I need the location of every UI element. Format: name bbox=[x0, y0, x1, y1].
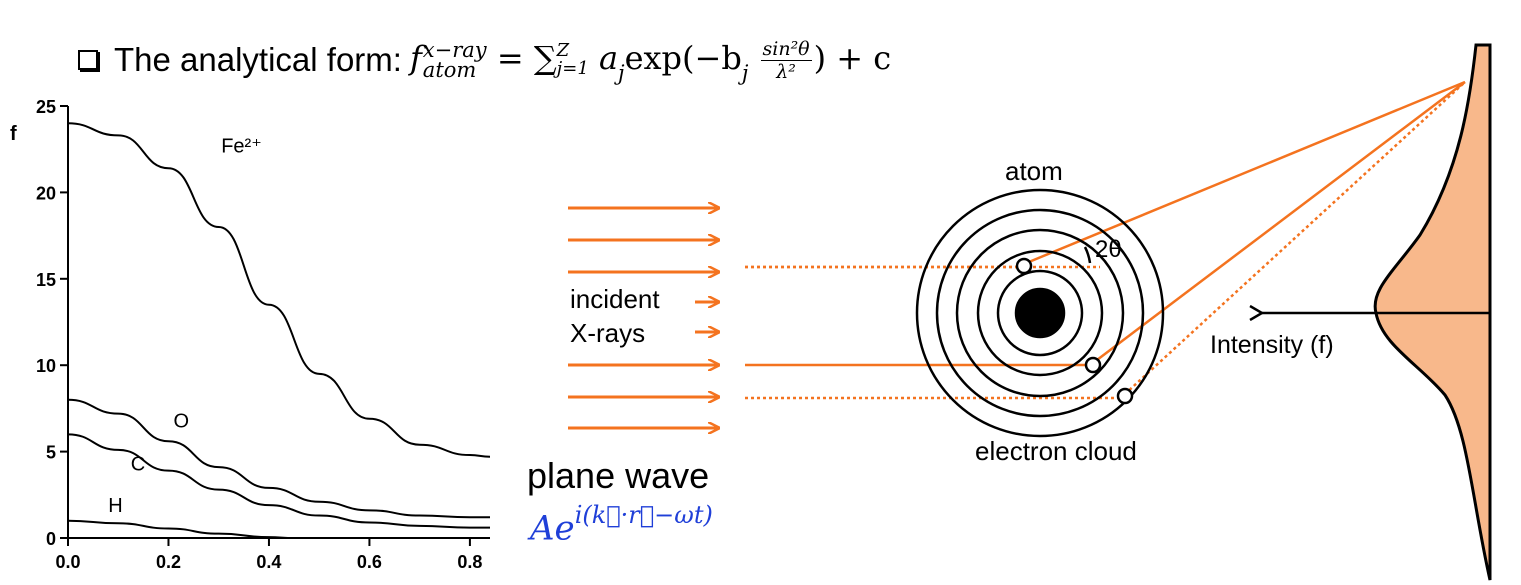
series-label-0: Fe²⁺ bbox=[221, 136, 262, 158]
x-tick-label: 0.0 bbox=[55, 552, 80, 572]
headline: The analytical form: f x−ray atom = ∑ j=1 Z … bbox=[78, 30, 891, 90]
incident-ray-arrows bbox=[568, 208, 718, 428]
y-tick-label: 15 bbox=[36, 270, 56, 290]
formula-a: a bbox=[598, 38, 619, 77]
chart-axes: 0 5 10 15 20 25 0.0 0.2 0.4 0.6 0.8 bbox=[36, 97, 490, 572]
x-tick-label: 0.2 bbox=[156, 552, 181, 572]
electrons bbox=[1015, 257, 1134, 405]
y-tick-label: 20 bbox=[36, 183, 56, 203]
nucleus bbox=[1014, 287, 1066, 339]
plane-wave-equation: Aei(k⃗·r⃗−ωt) bbox=[530, 501, 713, 549]
y-tick-label: 0 bbox=[46, 529, 56, 549]
series-label-3: H bbox=[108, 495, 122, 517]
formula-fraction: sin²θ λ² bbox=[760, 37, 812, 83]
scattered-rays bbox=[745, 80, 1466, 395]
electron-shell-3 bbox=[955, 228, 1125, 398]
dotted-rays bbox=[745, 265, 1120, 400]
electron-shell-1 bbox=[996, 269, 1084, 357]
series-label-1: O bbox=[174, 410, 190, 432]
formula-b-sub: j bbox=[741, 60, 749, 85]
formula-superscript: x−ray bbox=[422, 38, 487, 62]
scattering-factor-formula: f x−ray atom = ∑ j=1 Z ajexp(−bj sin²θ λ²) + … bbox=[409, 37, 892, 85]
plane-wave-eq-base: Ae bbox=[530, 508, 575, 549]
electron-shell-4 bbox=[935, 208, 1145, 418]
formula-frac-num: sin²θ bbox=[760, 37, 812, 61]
electron-3 bbox=[1116, 387, 1134, 405]
electron-cloud-label: electron cloud bbox=[975, 436, 1137, 466]
series-line-1 bbox=[67, 398, 490, 519]
headline-text: The analytical form: bbox=[114, 41, 402, 78]
angle-arc bbox=[1083, 246, 1092, 264]
x-tick-label: 0.8 bbox=[457, 552, 482, 572]
formula-a-sub: j bbox=[618, 60, 625, 85]
plane-wave-label: plane wave bbox=[527, 455, 710, 496]
y-axis-label: f bbox=[10, 123, 17, 145]
formula-sum-sub: j=1 bbox=[556, 58, 589, 79]
electron-shell-5 bbox=[915, 188, 1165, 438]
formula-sum-sup: Z bbox=[556, 40, 570, 61]
series-line-3 bbox=[67, 519, 295, 539]
plane-wave-eq-exponent: i(k⃗·r⃗−ωt) bbox=[574, 501, 713, 529]
series-line-0 bbox=[67, 122, 491, 458]
chart-lines: Fe²⁺ O CH bbox=[67, 122, 491, 539]
checkbox-bullet-icon bbox=[78, 50, 98, 70]
x-tick-label: 0.6 bbox=[357, 552, 382, 572]
x-tick-label: 0.4 bbox=[256, 552, 281, 572]
angle-label: 2θ bbox=[1095, 236, 1122, 263]
y-tick-label: 5 bbox=[46, 443, 56, 463]
formula-f: f bbox=[409, 38, 422, 77]
y-tick-label: 10 bbox=[36, 356, 56, 376]
atom bbox=[915, 188, 1165, 438]
formula-equals-sum: = ∑ bbox=[496, 38, 557, 77]
incident-label-line2: X-rays bbox=[570, 318, 645, 348]
electron-1 bbox=[1015, 257, 1033, 275]
y-tick-label: 25 bbox=[36, 97, 56, 117]
series-label-2: C bbox=[131, 454, 145, 476]
formula-tail: ) + c bbox=[813, 38, 892, 77]
formula-exp: exp(−b bbox=[624, 38, 742, 77]
incident-label-line1: incident bbox=[570, 284, 660, 314]
series-line-2 bbox=[67, 433, 490, 529]
formula-frac-den: λ² bbox=[776, 60, 796, 83]
scattering-factor-chart: 0 5 10 15 20 25 0.0 0.2 0.4 0.6 0.8 Fe²⁺ O CH f bbox=[10, 97, 491, 572]
atom-label: atom bbox=[1005, 156, 1063, 186]
electron-shell-2 bbox=[976, 249, 1104, 377]
formula-subscript: atom bbox=[422, 58, 477, 82]
intensity-label: Intensity (f) bbox=[1210, 331, 1334, 359]
electron-2 bbox=[1084, 356, 1102, 374]
